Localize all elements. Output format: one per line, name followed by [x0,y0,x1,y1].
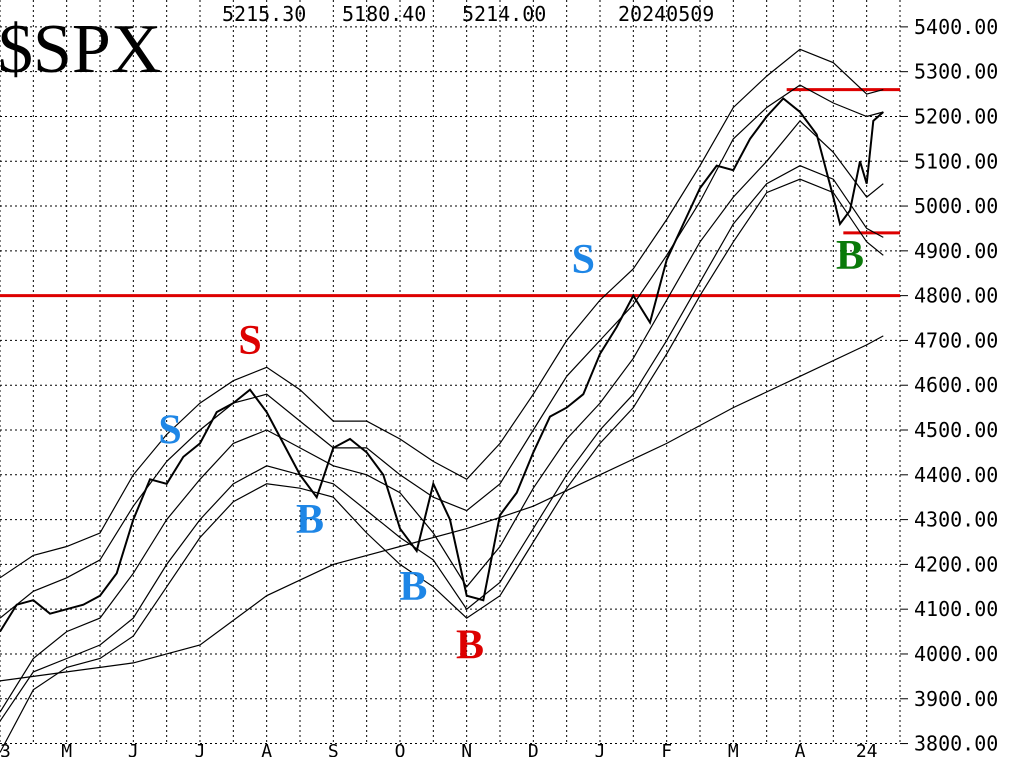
y-tick-label: 4400.00 [914,463,998,487]
y-tick-label: 5300.00 [914,60,998,84]
signal-s-label: S [158,407,181,453]
y-tick-label: 4900.00 [914,239,998,263]
series-price [0,97,884,633]
x-tick-label: 23 [0,741,11,757]
header-high: 5215.30 [222,2,306,26]
x-tick-label: 24 [856,741,878,757]
x-tick-label: S [328,741,339,757]
y-tick-label: 5200.00 [914,104,998,128]
x-tick-label: O [395,741,406,757]
y-tick-label: 4600.00 [914,373,998,397]
y-tick-label: 4300.00 [914,508,998,532]
price-series [0,48,884,753]
x-axis: 23 M J J A S O N D J F M A 24 [0,741,878,757]
x-tick-label: N [461,741,472,757]
signal-b-label: B [296,497,324,543]
chart-grid [0,0,901,745]
x-tick-label: J [128,741,139,757]
x-tick-label: D [528,741,539,757]
x-tick-label: M [728,741,739,757]
series-band-upper-1 [0,84,884,619]
y-tick-label: 4100.00 [914,597,998,621]
header-close: 5214.00 [462,2,546,26]
y-tick-label: 4500.00 [914,418,998,442]
horizontal-lines [0,88,900,298]
y-tick-label: 4000.00 [914,642,998,666]
series-band-lower-2 [0,178,884,753]
y-tick-label: 4700.00 [914,328,998,352]
x-tick-label: J [595,741,606,757]
signal-s-label: S [572,237,595,283]
chart-title: $SPX [0,11,161,88]
x-tick-label: M [61,741,72,757]
y-tick-label: 3900.00 [914,687,998,711]
series-ma-short [0,120,884,713]
y-tick-label: 5400.00 [914,15,998,39]
signal-s-label: S [238,318,261,364]
signal-b-label: B [456,622,484,668]
y-tick-label: 5100.00 [914,149,998,173]
signal-b-label: B [399,564,427,610]
y-tick-label: 5000.00 [914,194,998,218]
y-axis: 5400.00 5300.00 5200.00 5100.00 5000.00 4900.… [900,15,998,756]
header-date: 20240509 [618,2,714,26]
series-band-lower-1 [0,165,884,722]
x-tick-label: F [661,741,672,757]
y-tick-label: 3800.00 [914,732,998,756]
series-ma-200 [0,335,884,682]
y-tick-label: 4800.00 [914,284,998,308]
signal-b-label: B [836,233,864,279]
x-tick-label: A [261,741,272,757]
x-tick-label: A [795,741,806,757]
y-tick-label: 4200.00 [914,552,998,576]
series-band-upper-2 [0,48,884,579]
x-tick-label: J [195,741,206,757]
header-low: 5180.40 [342,2,426,26]
